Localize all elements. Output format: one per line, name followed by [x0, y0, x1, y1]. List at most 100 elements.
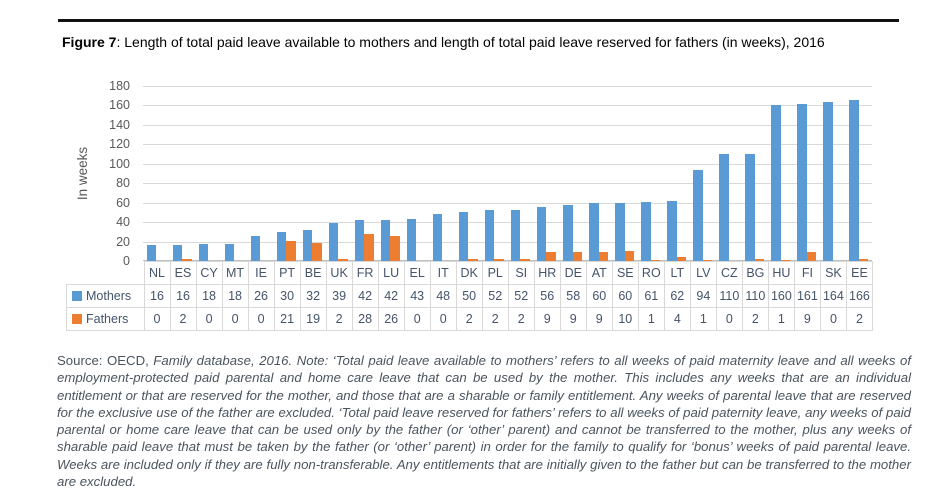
column-header-UK: UK	[325, 261, 353, 285]
bar-mothers-BE	[302, 229, 313, 261]
column-header-BE: BE	[299, 261, 327, 285]
cell-fathers-AT: 9	[585, 307, 613, 331]
cell-fathers-PT: 21	[273, 307, 301, 331]
cell-mothers-UK: 39	[325, 284, 353, 308]
column-header-RO: RO	[637, 261, 665, 285]
column-header-AT: AT	[585, 261, 613, 285]
column-header-EL: EL	[403, 261, 431, 285]
table-row-mothers: Mothers 16 16 18 18 26 30 32 39 42 42 43 48 50 52 52 56 5…	[66, 284, 874, 308]
bar-fathers-DE	[572, 252, 583, 261]
cell-mothers-IT: 48	[429, 284, 457, 308]
bar-mothers-CY	[198, 243, 209, 261]
cell-fathers-BE: 19	[299, 307, 327, 331]
cell-fathers-LT: 4	[663, 307, 691, 331]
gridline-160	[143, 105, 872, 107]
bar-group-IT	[429, 86, 455, 261]
gridline-80	[143, 183, 872, 185]
cell-mothers-SE: 60	[611, 284, 639, 308]
cell-mothers-ES: 16	[169, 284, 197, 308]
cell-mothers-EE: 166	[845, 284, 874, 308]
cell-fathers-IE: 0	[247, 307, 275, 331]
y-axis-tick-label-60: 60	[116, 195, 130, 210]
y-axis-tick-label-180: 180	[109, 79, 130, 93]
column-header-IE: IE	[247, 261, 275, 285]
bars-layer	[143, 86, 872, 261]
cell-fathers-CY: 0	[195, 307, 223, 331]
figure-title: : Length of total paid leave available t…	[116, 34, 825, 50]
column-header-FR: FR	[351, 261, 379, 285]
cell-mothers-LV: 94	[689, 284, 717, 308]
cell-mothers-PT: 30	[273, 284, 301, 308]
column-header-CY: CY	[195, 261, 223, 285]
cell-fathers-NL: 0	[143, 307, 171, 331]
column-header-EE: EE	[845, 261, 874, 285]
bar-mothers-FR	[354, 220, 365, 261]
cell-mothers-NL: 16	[143, 284, 171, 308]
bar-group-PT	[273, 86, 299, 261]
bar-mothers-HR	[536, 206, 547, 261]
bar-group-PL	[481, 86, 507, 261]
bar-fathers-UK	[338, 259, 348, 261]
cell-fathers-SE: 10	[611, 307, 639, 331]
bar-group-EE	[846, 86, 872, 261]
cell-fathers-RO: 1	[637, 307, 665, 331]
column-header-NL: NL	[143, 261, 171, 285]
bar-fathers-BG	[754, 259, 765, 261]
bar-mothers-RO	[641, 201, 651, 261]
cell-fathers-SI: 2	[507, 307, 535, 331]
figure-caption: Figure 7: Length of total paid leave ava…	[62, 34, 912, 50]
cell-fathers-BG: 2	[741, 307, 769, 331]
cell-fathers-MT: 0	[221, 307, 249, 331]
bar-group-SI	[507, 86, 533, 261]
top-rule	[58, 19, 899, 22]
bar-group-FR	[351, 86, 377, 261]
column-header-PT: PT	[273, 261, 301, 285]
gridline-100	[143, 163, 872, 165]
column-header-ES: ES	[169, 261, 197, 285]
source-label: Source: OECD,	[57, 353, 149, 368]
cell-mothers-FR: 42	[351, 284, 379, 308]
bar-mothers-PL	[484, 210, 495, 261]
cell-fathers-HU: 1	[767, 307, 795, 331]
bar-group-BE	[299, 86, 325, 261]
bar-mothers-LV	[693, 169, 703, 261]
cell-fathers-CZ: 0	[715, 307, 743, 331]
bar-mothers-PT	[276, 231, 287, 261]
table-header-row: NL ES CY MT IE PT BE UK FR LU EL IT DK PL SI HR DE AT SE RO…	[67, 261, 874, 285]
legend-swatch-fathers	[72, 314, 82, 324]
bar-group-UK	[325, 86, 351, 261]
y-axis-tick-label-80: 80	[116, 176, 130, 191]
bar-mothers-FI	[797, 104, 807, 261]
bar-group-HU	[768, 86, 794, 261]
bar-fathers-EE	[858, 259, 869, 261]
bar-mothers-SE	[615, 202, 625, 261]
bar-group-CY	[195, 86, 221, 261]
cell-mothers-FI: 161	[793, 284, 821, 308]
bar-fathers-LV	[702, 260, 713, 261]
bar-mothers-EE	[849, 99, 859, 261]
column-header-MT: MT	[221, 261, 249, 285]
column-header-HR: HR	[533, 261, 561, 285]
bar-mothers-DK	[458, 212, 469, 261]
bar-mothers-ES	[172, 245, 183, 261]
source-note-text: Family database, 2016. Note: ‘Total paid…	[57, 353, 911, 490]
bar-mothers-IE	[250, 235, 261, 261]
column-header-DK: DK	[455, 261, 483, 285]
bar-group-LV	[690, 86, 716, 261]
cell-fathers-HR: 9	[533, 307, 561, 331]
column-header-DE: DE	[559, 261, 587, 285]
column-header-FI: FI	[793, 261, 821, 285]
bar-group-HR	[533, 86, 559, 261]
bar-group-LT	[664, 86, 690, 261]
cell-mothers-PL: 52	[481, 284, 509, 308]
y-axis-tick-label-20: 20	[116, 234, 130, 249]
legend-cell-mothers: Mothers	[66, 284, 145, 308]
column-header-IT: IT	[429, 261, 457, 285]
bar-group-ES	[169, 86, 195, 261]
bar-fathers-RO	[650, 260, 661, 261]
table-corner-cell	[67, 262, 145, 285]
legend-label-mothers: Mothers	[86, 289, 132, 303]
cell-mothers-LU: 42	[377, 284, 405, 308]
cell-fathers-DK: 2	[455, 307, 483, 331]
